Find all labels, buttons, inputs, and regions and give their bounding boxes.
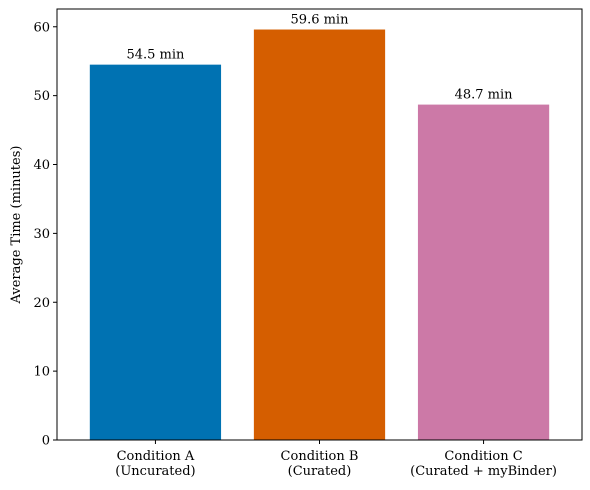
y-tick-label-20: 20 — [33, 296, 50, 311]
y-tick-label-30: 30 — [33, 227, 50, 242]
bar-value-label-3: 48.7 min — [455, 88, 514, 103]
x-tick-label-3-line-1: Condition C — [444, 449, 522, 464]
y-tick-label-60: 60 — [33, 20, 50, 35]
y-axis: 0 10 20 30 40 50 60 — [33, 20, 57, 449]
x-tick-label-2-line-1: Condition B — [281, 449, 359, 464]
bar-1 — [89, 64, 222, 441]
y-tick-label-0: 0 — [42, 434, 50, 449]
x-tick-label-1-line-1: Condition A — [117, 449, 195, 464]
y-axis-label: Average Time (minutes) — [9, 146, 24, 305]
bar-value-label-2: 59.6 min — [291, 13, 350, 28]
x-tick-label-1-line-2: (Uncurated) — [115, 464, 195, 479]
x-tick-label-2-line-2: (Curated) — [288, 464, 352, 479]
bars-group — [89, 29, 550, 441]
plot-frame — [56, 8, 583, 441]
bar-2 — [253, 29, 386, 441]
bar-value-label-1: 54.5 min — [126, 48, 185, 63]
x-tick-label-3-line-2: (Curated + myBinder) — [410, 464, 557, 479]
data-labels-group: 54.5 min 59.6 min 48.7 min — [126, 13, 513, 103]
y-tick-label-10: 10 — [33, 365, 50, 380]
bar-3 — [417, 104, 550, 440]
y-tick-label-40: 40 — [33, 158, 50, 173]
y-tick-label-50: 50 — [33, 89, 50, 104]
x-axis: Condition A(Uncurated)Condition B(Curate… — [115, 440, 557, 479]
